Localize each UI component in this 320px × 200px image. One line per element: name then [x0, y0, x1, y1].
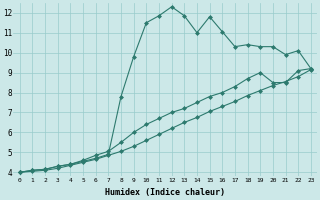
- X-axis label: Humidex (Indice chaleur): Humidex (Indice chaleur): [105, 188, 225, 197]
